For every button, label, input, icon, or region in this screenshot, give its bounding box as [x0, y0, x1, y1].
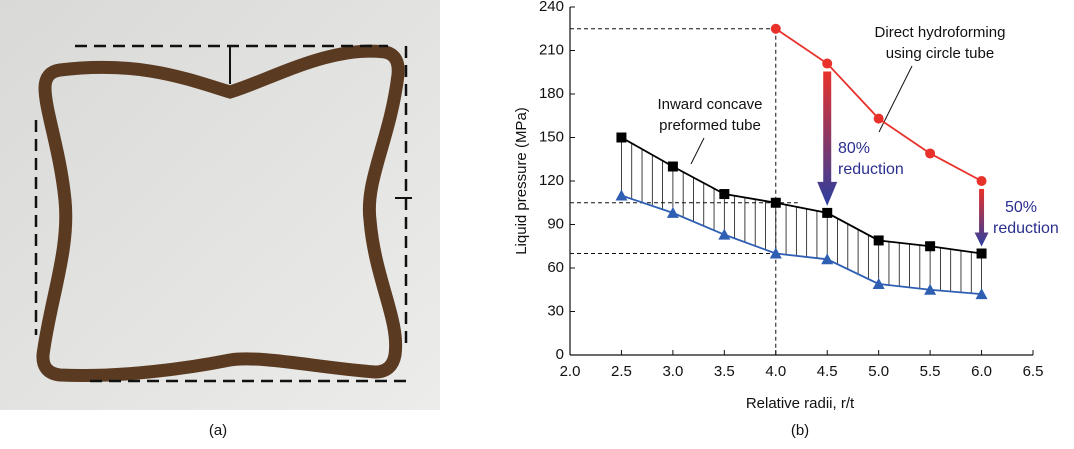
marker: [719, 189, 730, 200]
x-tick-label: 5.0: [868, 363, 889, 380]
x-tick-label: 2.5: [611, 363, 632, 380]
pointer: [690, 137, 705, 165]
y-tick-label: 0: [556, 346, 564, 363]
photo: [0, 0, 440, 410]
annotation: reduction: [993, 220, 1059, 237]
reduction-arrow: [974, 189, 989, 247]
annotation: Inward concave: [657, 96, 762, 113]
x-tick-label: 6.5: [1023, 363, 1044, 380]
panel-label: (a): [209, 422, 227, 439]
marker: [822, 207, 833, 218]
marker: [925, 241, 936, 252]
x-axis-label: Relative radii, r/t: [746, 395, 855, 412]
y-tick-label: 120: [539, 172, 564, 189]
reduction-arrow: [817, 71, 838, 206]
marker: [976, 248, 987, 259]
marker: [873, 113, 884, 124]
marker: [770, 197, 781, 208]
x-tick-label: 4.0: [765, 363, 786, 380]
annotation: Direct hydroforming: [875, 24, 1006, 41]
x-tick-label: 3.5: [714, 363, 735, 380]
annotation: preformed tube: [659, 117, 761, 134]
marker: [975, 288, 988, 300]
die-outline: [34, 44, 408, 383]
marker: [666, 206, 679, 218]
annotation: using circle tube: [886, 45, 994, 62]
annotation: 50%: [1005, 199, 1037, 216]
marker: [976, 176, 987, 186]
marker: [821, 253, 834, 265]
marker: [667, 161, 678, 172]
tube-section: [36, 44, 405, 383]
marker: [770, 23, 781, 34]
y-tick-label: 90: [547, 215, 564, 232]
y-tick-label: 30: [547, 302, 564, 319]
x-tick-label: 5.5: [920, 363, 941, 380]
marker: [822, 58, 833, 69]
marker: [873, 235, 884, 246]
annotation: reduction: [838, 161, 904, 178]
x-tick-label: 2.0: [560, 363, 581, 380]
series-line: [621, 194, 982, 295]
y-axis-label: Liquid pressure (MPa): [513, 107, 530, 255]
marker: [925, 148, 936, 159]
y-tick-label: 150: [539, 128, 564, 145]
y-tick-label: 240: [539, 0, 564, 15]
panel-label: (b): [791, 422, 809, 439]
y-tick-label: 210: [539, 41, 564, 58]
x-tick-label: 6.0: [971, 363, 992, 380]
y-tick-label: 180: [539, 85, 564, 102]
marker: [769, 247, 782, 259]
marker: [924, 283, 937, 295]
x-tick-label: 4.5: [817, 363, 838, 380]
annotation: 80%: [838, 140, 870, 157]
pointer: [878, 65, 913, 133]
marker: [718, 228, 731, 240]
marker: [615, 189, 628, 201]
marker: [616, 132, 627, 143]
series-line: [621, 136, 982, 255]
x-tick-label: 3.0: [662, 363, 683, 380]
marker: [872, 277, 885, 289]
y-tick-label: 60: [547, 259, 564, 276]
